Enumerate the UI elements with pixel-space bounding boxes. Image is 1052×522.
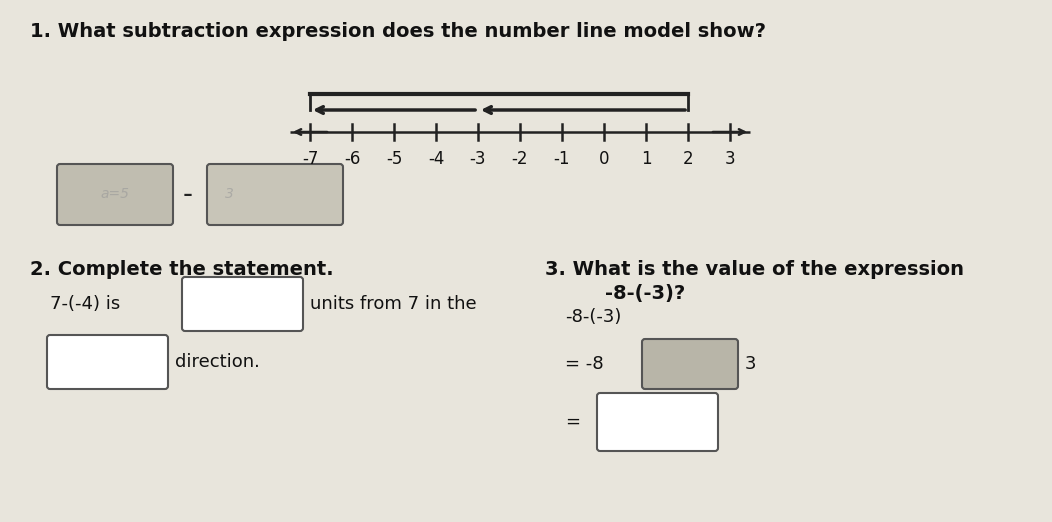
Text: 3: 3 bbox=[745, 355, 756, 373]
Text: -3: -3 bbox=[470, 150, 486, 168]
Text: 2. Complete the statement.: 2. Complete the statement. bbox=[31, 260, 333, 279]
Text: 3: 3 bbox=[725, 150, 735, 168]
Text: 3. What is the value of the expression: 3. What is the value of the expression bbox=[545, 260, 964, 279]
FancyBboxPatch shape bbox=[47, 335, 168, 389]
FancyBboxPatch shape bbox=[642, 339, 739, 389]
Text: = -8: = -8 bbox=[565, 355, 604, 373]
Text: =: = bbox=[565, 413, 580, 431]
Text: 1. What subtraction expression does the number line model show?: 1. What subtraction expression does the … bbox=[31, 22, 766, 41]
Text: -8-(-3): -8-(-3) bbox=[565, 308, 622, 326]
Text: units from 7 in the: units from 7 in the bbox=[310, 295, 477, 313]
Text: -6: -6 bbox=[344, 150, 360, 168]
Text: direction.: direction. bbox=[175, 353, 260, 371]
FancyBboxPatch shape bbox=[207, 164, 343, 225]
Text: 3: 3 bbox=[225, 187, 234, 201]
Text: -1: -1 bbox=[553, 150, 570, 168]
Text: -2: -2 bbox=[511, 150, 528, 168]
Text: -5: -5 bbox=[386, 150, 402, 168]
Text: -7: -7 bbox=[302, 150, 318, 168]
Text: 1: 1 bbox=[641, 150, 651, 168]
Text: 7-(-4) is: 7-(-4) is bbox=[50, 295, 120, 313]
FancyBboxPatch shape bbox=[57, 164, 173, 225]
Text: 2: 2 bbox=[683, 150, 693, 168]
Text: 0: 0 bbox=[599, 150, 609, 168]
Text: -4: -4 bbox=[428, 150, 444, 168]
Text: a=5: a=5 bbox=[101, 187, 129, 201]
Text: -: - bbox=[183, 181, 193, 208]
Text: -8-(-3)?: -8-(-3)? bbox=[605, 284, 685, 303]
FancyBboxPatch shape bbox=[596, 393, 719, 451]
FancyBboxPatch shape bbox=[182, 277, 303, 331]
